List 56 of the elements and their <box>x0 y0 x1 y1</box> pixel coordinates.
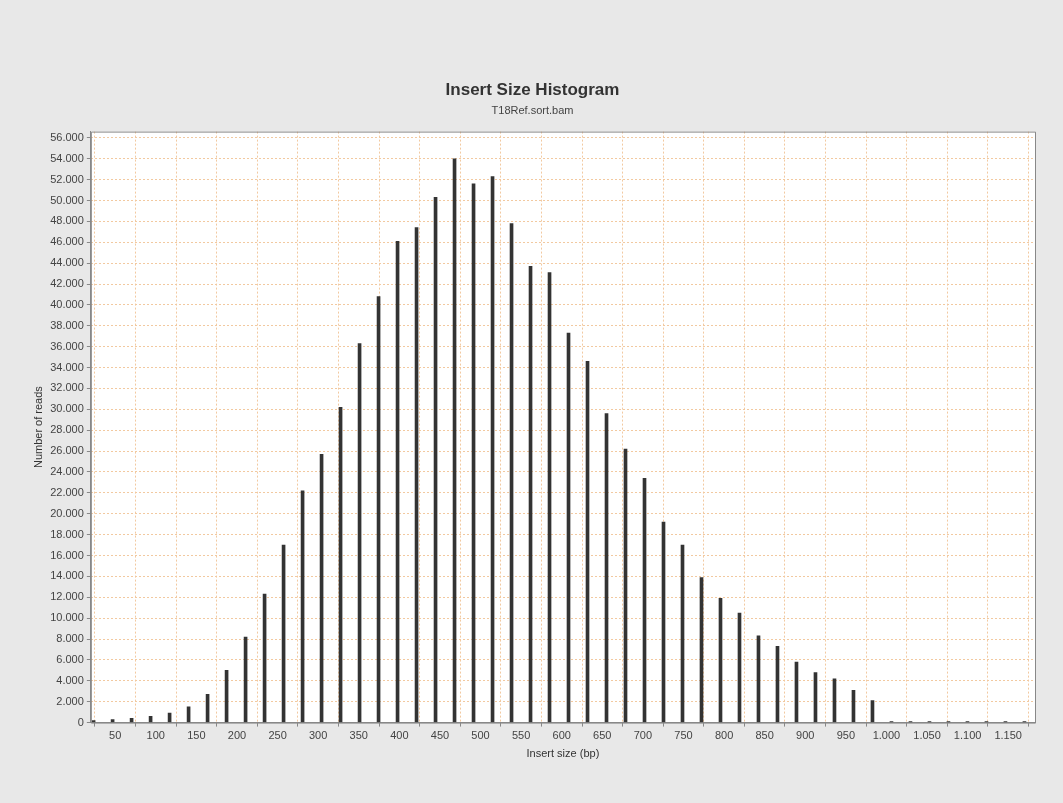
y-tick-label: 8.000 <box>56 632 84 645</box>
x-tick-label: 1.050 <box>913 729 941 742</box>
x-tick-label: 350 <box>349 729 368 742</box>
y-tick-label: 26.000 <box>50 444 84 457</box>
y-tick-label: 40.000 <box>50 297 84 310</box>
y-tick-label: 30.000 <box>50 402 84 415</box>
y-tick-label: 48.000 <box>50 214 84 227</box>
x-axis-title: Insert size (bp) <box>526 747 600 760</box>
y-tick-label: 42.000 <box>50 277 84 290</box>
x-tick-label: 850 <box>755 729 774 742</box>
y-tick-label: 50.000 <box>50 193 84 206</box>
x-tick-label: 50 <box>109 729 122 742</box>
x-tick-label: 750 <box>674 729 693 742</box>
x-tick-label: 150 <box>187 729 206 742</box>
x-tick-label: 200 <box>227 729 247 742</box>
y-tick-label: 34.000 <box>50 360 84 373</box>
x-tick-label: 300 <box>308 729 328 742</box>
x-tick-label: 1.150 <box>994 729 1022 742</box>
y-tick-label: 16.000 <box>50 548 84 561</box>
y-tick-label: 12.000 <box>50 590 84 603</box>
y-tick-label: 38.000 <box>50 318 84 331</box>
y-tick-label: 10.000 <box>50 611 84 624</box>
x-tick-label: 450 <box>430 729 450 742</box>
x-tick-label: 700 <box>633 729 653 742</box>
x-tick-label: 1.100 <box>953 729 982 742</box>
x-tick-label: 500 <box>471 729 490 742</box>
x-tick-label: 550 <box>511 729 531 742</box>
x-tick-label: 950 <box>836 729 856 742</box>
x-tick-label: 250 <box>268 729 287 742</box>
y-tick-label: 32.000 <box>50 381 84 394</box>
x-tick-label: 600 <box>552 729 571 742</box>
x-tick-label: 1.000 <box>872 729 901 742</box>
y-tick-label: 54.000 <box>50 151 84 164</box>
y-tick-label: 36.000 <box>50 339 84 352</box>
y-tick-label: 24.000 <box>50 465 84 478</box>
x-tick-label: 100 <box>146 729 165 742</box>
x-tick-label: 400 <box>390 729 409 742</box>
y-tick-label: 20.000 <box>50 506 84 519</box>
y-tick-label: 6.000 <box>56 652 84 665</box>
x-tick-label: 900 <box>796 729 815 742</box>
y-tick-label: 2.000 <box>56 694 84 707</box>
y-tick-label: 4.000 <box>56 673 84 686</box>
chart-subtitle: T18Ref.sort.bam <box>491 104 574 117</box>
y-tick-label: 0 <box>77 715 84 728</box>
y-tick-label: 52.000 <box>50 172 84 185</box>
y-tick-label: 14.000 <box>50 569 84 582</box>
y-tick-label: 22.000 <box>50 485 84 498</box>
y-tick-label: 46.000 <box>50 235 84 248</box>
y-tick-label: 44.000 <box>50 256 84 269</box>
y-axis-title: Number of reads <box>31 385 44 469</box>
y-tick-label: 18.000 <box>50 527 84 540</box>
x-tick-label: 800 <box>714 729 734 742</box>
y-tick-label: 28.000 <box>50 423 84 436</box>
x-tick-label: 650 <box>593 729 612 742</box>
y-tick-label: 56.000 <box>50 130 84 143</box>
chart-title: Insert Size Histogram <box>445 79 620 99</box>
